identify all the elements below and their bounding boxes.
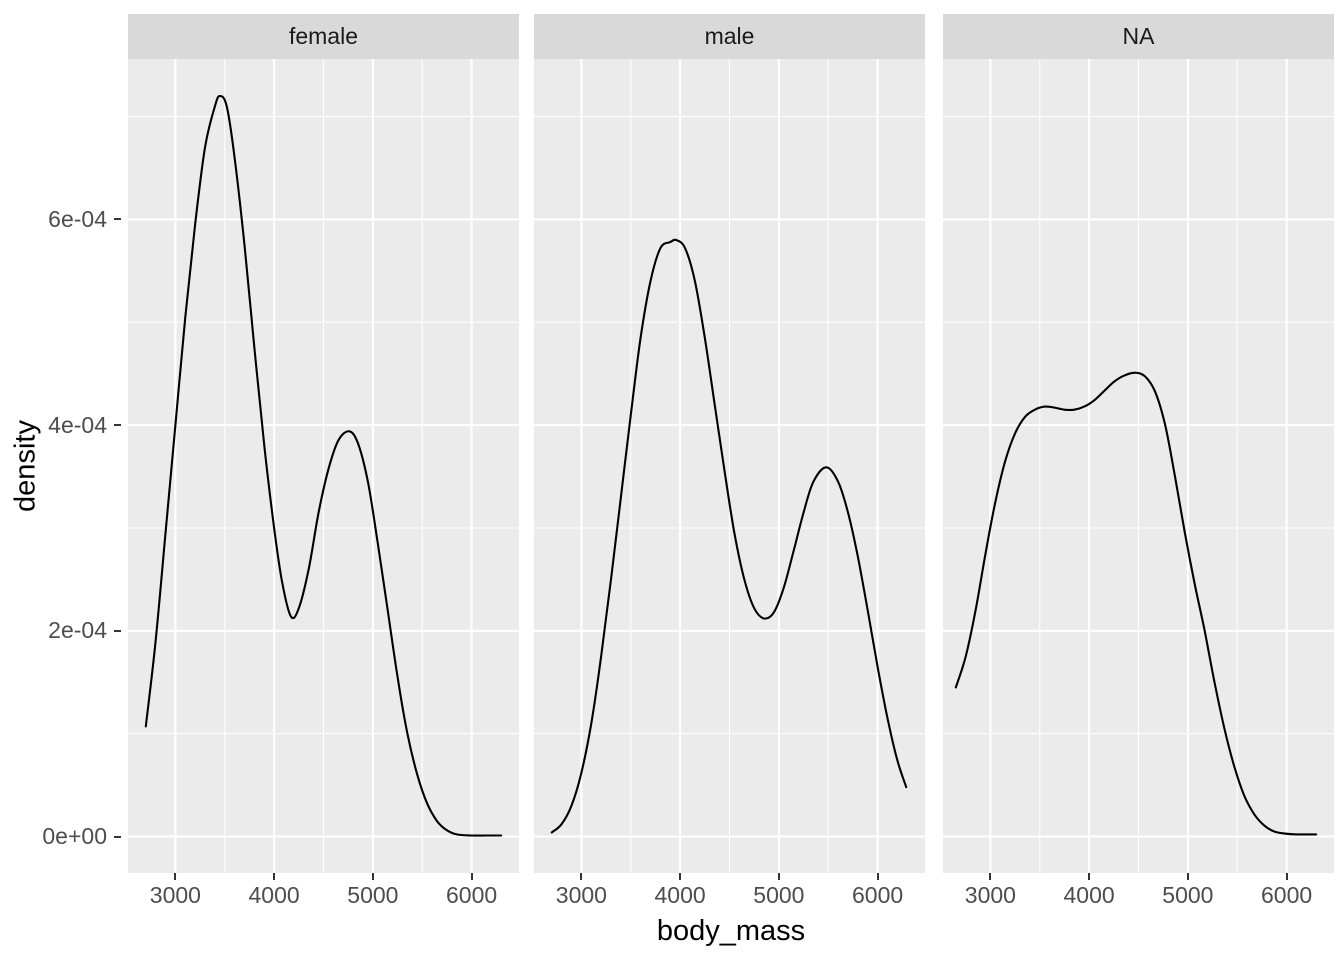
panel-canvas [128, 59, 519, 873]
facet-strip-label: NA [1122, 23, 1155, 49]
x-tick [273, 873, 276, 880]
density-curve-male [550, 238, 908, 834]
x-tick [989, 873, 992, 880]
panel-canvas [943, 59, 1334, 873]
x-tick-label: 5000 [1162, 882, 1214, 908]
x-tick [470, 873, 473, 880]
y-tick-label: 4e-04 [48, 411, 107, 438]
x-tick [777, 873, 780, 880]
major-gridlines [534, 59, 925, 873]
minor-gridlines [128, 59, 519, 873]
x-tick-label: 3000 [964, 882, 1016, 908]
density-curve-NA [954, 371, 1318, 836]
x-tick [174, 873, 177, 880]
facet-strip-NA: NA [943, 14, 1334, 59]
x-tick-label: 3000 [555, 882, 607, 908]
major-gridlines [128, 59, 519, 873]
x-tick [1088, 873, 1091, 880]
x-tick-label: 4000 [654, 882, 706, 908]
facet-strip-label: female [288, 23, 359, 49]
minor-gridlines [534, 59, 925, 873]
major-gridlines [943, 59, 1334, 873]
x-tick [679, 873, 682, 880]
x-tick [876, 873, 879, 880]
x-tick [1285, 873, 1288, 880]
y-tick [114, 218, 121, 221]
facet-panel-NA [943, 59, 1334, 873]
y-tick [114, 629, 121, 632]
x-tick-label: 6000 [852, 882, 904, 908]
x-tick-label: 3000 [149, 882, 201, 908]
x-tick-label: 6000 [1261, 882, 1313, 908]
y-tick-label: 6e-04 [48, 205, 107, 232]
panel-canvas [534, 59, 925, 873]
x-tick [1186, 873, 1189, 880]
facet-strip-female: female [128, 14, 519, 59]
x-tick-label: 5000 [753, 882, 805, 908]
minor-gridlines [943, 59, 1334, 873]
x-tick [580, 873, 583, 880]
facet-strip-label: male [704, 23, 755, 49]
y-tick [114, 424, 121, 427]
y-tick-label: 2e-04 [48, 617, 107, 644]
facet-panel-male [534, 59, 925, 873]
density-curve-female [144, 94, 503, 837]
y-tick [114, 835, 121, 838]
y-tick-label: 0e+00 [42, 823, 107, 849]
x-tick-label: 4000 [248, 882, 300, 908]
facet-strip-male: male [534, 14, 925, 59]
x-tick-label: 4000 [1063, 882, 1115, 908]
x-tick-label: 5000 [347, 882, 399, 908]
x-tick [371, 873, 374, 880]
x-tick-label: 6000 [446, 882, 498, 908]
x-axis-title: body_mass [656, 915, 806, 947]
facet-panel-female [128, 59, 519, 873]
